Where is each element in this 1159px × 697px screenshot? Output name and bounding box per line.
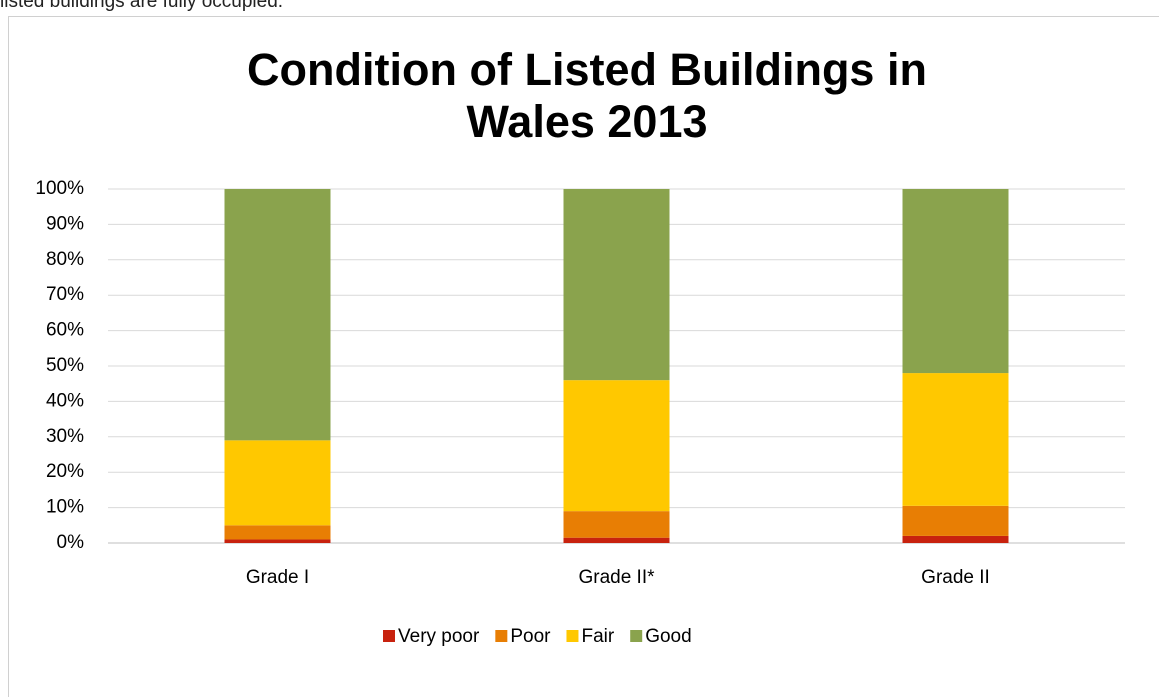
bar-segment [224, 189, 331, 441]
bar-segment [224, 539, 331, 543]
bar-segment [902, 505, 1009, 536]
bar-segment [224, 525, 331, 540]
y-tick-label: 40% [46, 390, 84, 411]
page-text: listed buildings are fully occupied. [0, 0, 284, 12]
legend-swatch [566, 630, 579, 642]
bar-segment [563, 511, 670, 538]
y-tick-label: 50% [46, 355, 84, 376]
bar-segment [902, 373, 1009, 506]
bar-segment [563, 189, 670, 381]
x-tick-label: Grade II* [578, 567, 655, 588]
y-tick-label: 0% [57, 532, 85, 553]
chart: 0% 10% 20% 30% 40% 50% 60% 70% 80% 90% 100% Grade I… [35, 178, 1125, 647]
legend-label: Very poor [398, 626, 480, 647]
legend-label: Poor [510, 626, 551, 647]
y-tick-label: 10% [46, 497, 84, 518]
y-tick-label: 100% [35, 178, 84, 199]
y-tick-label: 20% [46, 461, 84, 482]
y-tick-label: 60% [46, 320, 84, 341]
chart-frame [8, 16, 1159, 697]
bar-segment [902, 535, 1009, 543]
legend-label: Fair [581, 626, 614, 647]
x-tick-label: Grade II [921, 567, 990, 588]
legend-label: Good [645, 626, 691, 647]
y-tick-label: 30% [46, 426, 84, 447]
bar-segment [224, 440, 331, 526]
y-tick-label: 80% [46, 249, 84, 270]
legend-swatch [495, 630, 508, 642]
legend-swatch [630, 630, 643, 642]
bar-segment [563, 380, 670, 512]
legend-swatch [383, 630, 395, 642]
x-tick-label: Grade I [246, 567, 309, 588]
bar-segment [563, 537, 670, 543]
y-tick-label: 90% [46, 213, 84, 234]
chart-title: Condition of Listed Buildings in Wales 2… [247, 44, 927, 147]
y-tick-label: 70% [46, 284, 84, 305]
bar-segment [902, 189, 1009, 374]
